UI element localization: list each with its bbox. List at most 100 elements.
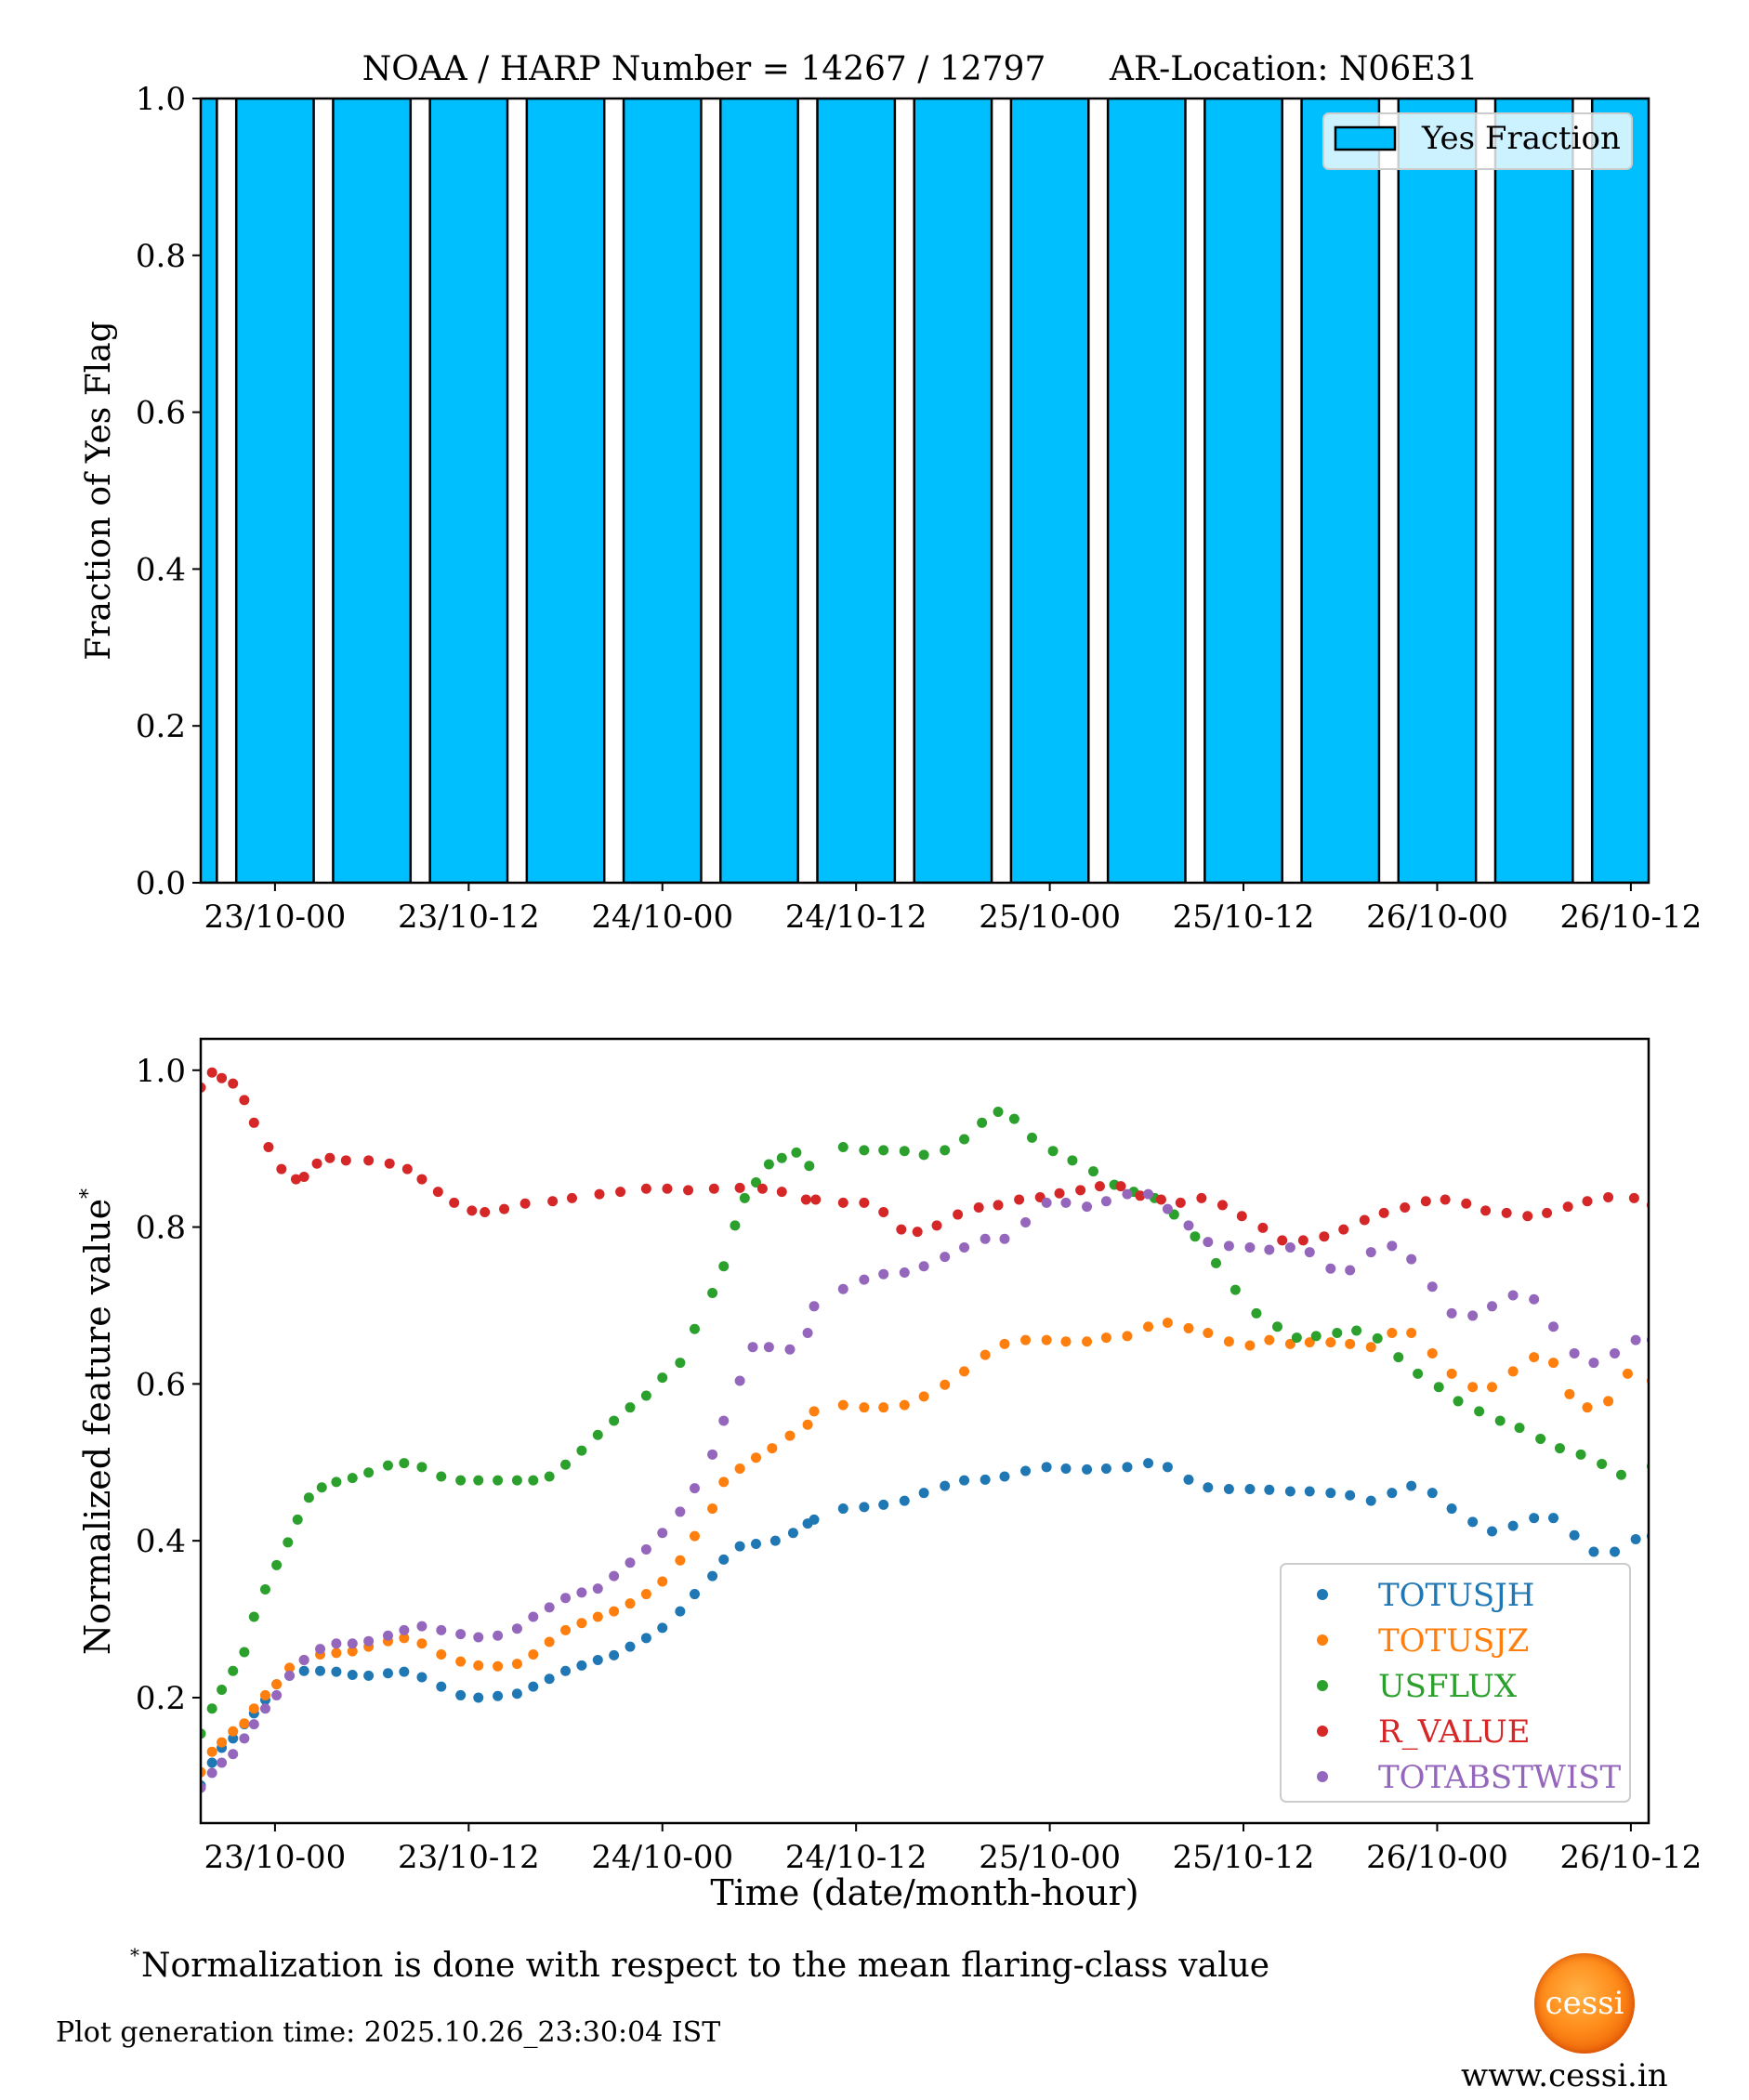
point-totusjh bbox=[455, 1689, 467, 1700]
point-usflux bbox=[560, 1459, 572, 1470]
point-r_value bbox=[290, 1174, 301, 1185]
point-r_value bbox=[1297, 1235, 1308, 1246]
point-totabstwist bbox=[259, 1703, 270, 1714]
point-usflux bbox=[1535, 1433, 1546, 1444]
point-usflux bbox=[1027, 1132, 1038, 1143]
point-totabstwist bbox=[347, 1638, 358, 1649]
point-usflux bbox=[511, 1475, 522, 1486]
point-usflux bbox=[977, 1117, 988, 1128]
point-totusjz bbox=[707, 1503, 718, 1515]
point-usflux bbox=[940, 1145, 951, 1156]
point-totabstwist bbox=[382, 1630, 393, 1641]
point-usflux bbox=[1372, 1332, 1383, 1344]
bar-25/10-12 bbox=[1203, 98, 1283, 883]
legend-marker-totusjz bbox=[1317, 1634, 1328, 1646]
cessi-logo: cessi bbox=[1534, 1953, 1635, 2054]
point-r_value bbox=[1277, 1235, 1288, 1246]
point-r_value bbox=[363, 1155, 375, 1166]
point-totusjh bbox=[1365, 1495, 1376, 1506]
point-r_value bbox=[1480, 1205, 1492, 1216]
point-totusjh bbox=[1183, 1474, 1194, 1485]
point-totabstwist bbox=[837, 1283, 848, 1294]
point-totabstwist bbox=[1325, 1263, 1336, 1274]
bar-26/10-00 bbox=[1397, 98, 1478, 883]
point-usflux bbox=[625, 1402, 636, 1413]
point-totusjz bbox=[511, 1659, 522, 1670]
bottom-axes-frame bbox=[199, 1037, 1650, 1825]
point-totusjz bbox=[399, 1633, 410, 1644]
point-totabstwist bbox=[718, 1415, 730, 1426]
point-usflux bbox=[1351, 1325, 1362, 1336]
top-xtick-label: 25/10-12 bbox=[1173, 899, 1315, 936]
point-usflux bbox=[675, 1358, 686, 1369]
point-totusjz bbox=[1387, 1328, 1398, 1338]
legend-marker-totusjh bbox=[1317, 1589, 1328, 1600]
point-totusjh bbox=[657, 1622, 668, 1634]
point-totusjh bbox=[878, 1499, 889, 1510]
point-totusjh bbox=[399, 1666, 410, 1677]
point-totusjz bbox=[1183, 1322, 1194, 1333]
point-usflux bbox=[1615, 1469, 1626, 1480]
point-totabstwist bbox=[1264, 1244, 1275, 1255]
point-totusjz bbox=[416, 1638, 427, 1649]
point-totusjh bbox=[609, 1649, 620, 1660]
point-totabstwist bbox=[859, 1274, 870, 1285]
point-totabstwist bbox=[1203, 1237, 1214, 1248]
point-r_value bbox=[467, 1205, 478, 1216]
point-r_value bbox=[1216, 1200, 1228, 1211]
point-totusjz bbox=[217, 1737, 228, 1748]
point-totusjz bbox=[1223, 1336, 1234, 1347]
point-usflux bbox=[347, 1473, 358, 1484]
point-totusjz bbox=[784, 1430, 796, 1441]
point-usflux bbox=[248, 1611, 259, 1622]
point-totusjz bbox=[576, 1618, 587, 1629]
point-totusjh bbox=[625, 1641, 636, 1652]
point-r_value bbox=[973, 1201, 984, 1213]
website-link[interactable]: www.cessi.in bbox=[1461, 2057, 1668, 2094]
point-totusjh bbox=[298, 1665, 309, 1676]
point-usflux bbox=[1211, 1257, 1222, 1268]
point-totusjz bbox=[1082, 1336, 1093, 1347]
point-usflux bbox=[382, 1460, 393, 1471]
point-r_value bbox=[1196, 1192, 1207, 1203]
point-totabstwist bbox=[315, 1644, 326, 1655]
point-totabstwist bbox=[1244, 1242, 1256, 1253]
point-r_value bbox=[912, 1227, 923, 1238]
point-totusjh bbox=[1020, 1465, 1032, 1477]
point-usflux bbox=[455, 1475, 467, 1486]
point-totusjz bbox=[809, 1406, 820, 1417]
bottom-xtick-label: 25/10-00 bbox=[979, 1839, 1121, 1876]
point-totusjh bbox=[347, 1669, 358, 1680]
point-r_value bbox=[683, 1185, 694, 1196]
point-r_value bbox=[1628, 1192, 1639, 1203]
point-totabstwist bbox=[980, 1233, 991, 1244]
normalized-features-chart: 0.2 0.4 0.6 0.8 1.0 23/10-00 23/10-12 24/10-00… bbox=[77, 1037, 1702, 1913]
point-totabstwist bbox=[528, 1611, 539, 1622]
point-totabstwist bbox=[763, 1342, 774, 1353]
point-totusjh bbox=[1100, 1463, 1111, 1475]
series-totabstwist bbox=[201, 1188, 1649, 1793]
point-totusjz bbox=[1603, 1396, 1614, 1407]
point-totabstwist bbox=[493, 1630, 504, 1641]
point-totusjz bbox=[1507, 1366, 1519, 1377]
point-totabstwist bbox=[1020, 1216, 1032, 1227]
point-totabstwist bbox=[592, 1583, 603, 1595]
point-totusjz bbox=[1244, 1340, 1256, 1351]
point-totusjz bbox=[980, 1349, 991, 1360]
point-usflux bbox=[1251, 1307, 1262, 1319]
point-usflux bbox=[918, 1149, 929, 1161]
bottom-legend: TOTUSJH TOTUSJZ USFLUX R_VALUE TOTABSTWIST bbox=[1280, 1563, 1631, 1803]
point-usflux bbox=[739, 1192, 750, 1203]
point-totusjz bbox=[1582, 1402, 1593, 1413]
top-ytick-label: 0.4 bbox=[136, 551, 186, 588]
point-totabstwist bbox=[1507, 1290, 1519, 1301]
point-r_value bbox=[931, 1220, 942, 1231]
point-r_value bbox=[1400, 1201, 1411, 1213]
point-usflux bbox=[859, 1145, 870, 1156]
point-totabstwist bbox=[1406, 1253, 1417, 1265]
point-totusjh bbox=[1325, 1488, 1336, 1499]
point-totusjh bbox=[1264, 1484, 1275, 1495]
point-totusjh bbox=[980, 1474, 991, 1485]
bar-24/10-00 bbox=[622, 98, 703, 883]
point-totusjh bbox=[1143, 1458, 1154, 1469]
